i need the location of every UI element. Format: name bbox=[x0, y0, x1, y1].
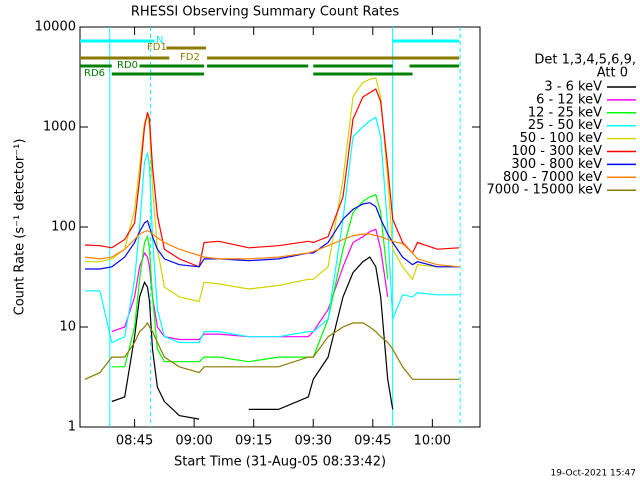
flag-label: RD0 bbox=[117, 60, 138, 71]
flag-label: RD6 bbox=[84, 68, 105, 79]
x-tick-label: 09:15 bbox=[235, 434, 272, 449]
series-line bbox=[85, 116, 460, 344]
series-line bbox=[85, 202, 460, 270]
series-line bbox=[111, 256, 394, 420]
series-line bbox=[84, 229, 460, 268]
legend-label: 6 - 12 keV bbox=[536, 92, 602, 107]
x-tick-label: 09:45 bbox=[354, 434, 391, 449]
y-tick-label: 1 bbox=[68, 420, 76, 435]
y-tick-label: 10 bbox=[59, 320, 76, 335]
y-tick-label: 10000 bbox=[35, 20, 76, 35]
legend-title: Att 0 bbox=[597, 66, 628, 81]
y-axis-label: Count Rate (s⁻¹ detector⁻¹) bbox=[13, 139, 28, 316]
y-tick-label: 1000 bbox=[43, 120, 76, 135]
series-line bbox=[84, 321, 460, 380]
legend-label: 100 - 300 keV bbox=[511, 144, 602, 159]
series-line bbox=[85, 77, 460, 303]
flag-label: FD1 bbox=[147, 42, 167, 53]
timestamp: 19-Oct-2021 15:47 bbox=[551, 469, 636, 479]
legend-title: Det 1,3,4,5,6,9, bbox=[534, 53, 636, 68]
legend-label: 3 - 6 keV bbox=[544, 80, 602, 95]
flag-label: N bbox=[156, 35, 163, 46]
legend-label: 300 - 800 keV bbox=[511, 157, 602, 172]
legend-label: 25 - 50 keV bbox=[528, 118, 602, 133]
x-tick-label: 09:00 bbox=[175, 434, 212, 449]
series-line bbox=[111, 194, 389, 368]
series-line bbox=[111, 228, 389, 341]
flag-label: FD2 bbox=[180, 52, 200, 63]
legend-label: 50 - 100 keV bbox=[520, 131, 603, 146]
legend-label: 12 - 25 keV bbox=[528, 105, 602, 120]
series-line bbox=[84, 88, 460, 268]
x-tick-label: 08:45 bbox=[116, 434, 153, 449]
x-axis-label: Start Time (31-Aug-05 08:33:42) bbox=[174, 455, 386, 470]
y-tick-label: 100 bbox=[51, 220, 76, 235]
legend-label: 7000 - 15000 keV bbox=[487, 183, 603, 198]
legend-label: 800 - 7000 keV bbox=[503, 170, 602, 185]
chart-title: RHESSI Observing Summary Count Rates bbox=[131, 5, 400, 20]
x-tick-label: 10:00 bbox=[414, 434, 451, 449]
x-tick-label: 09:30 bbox=[295, 434, 332, 449]
